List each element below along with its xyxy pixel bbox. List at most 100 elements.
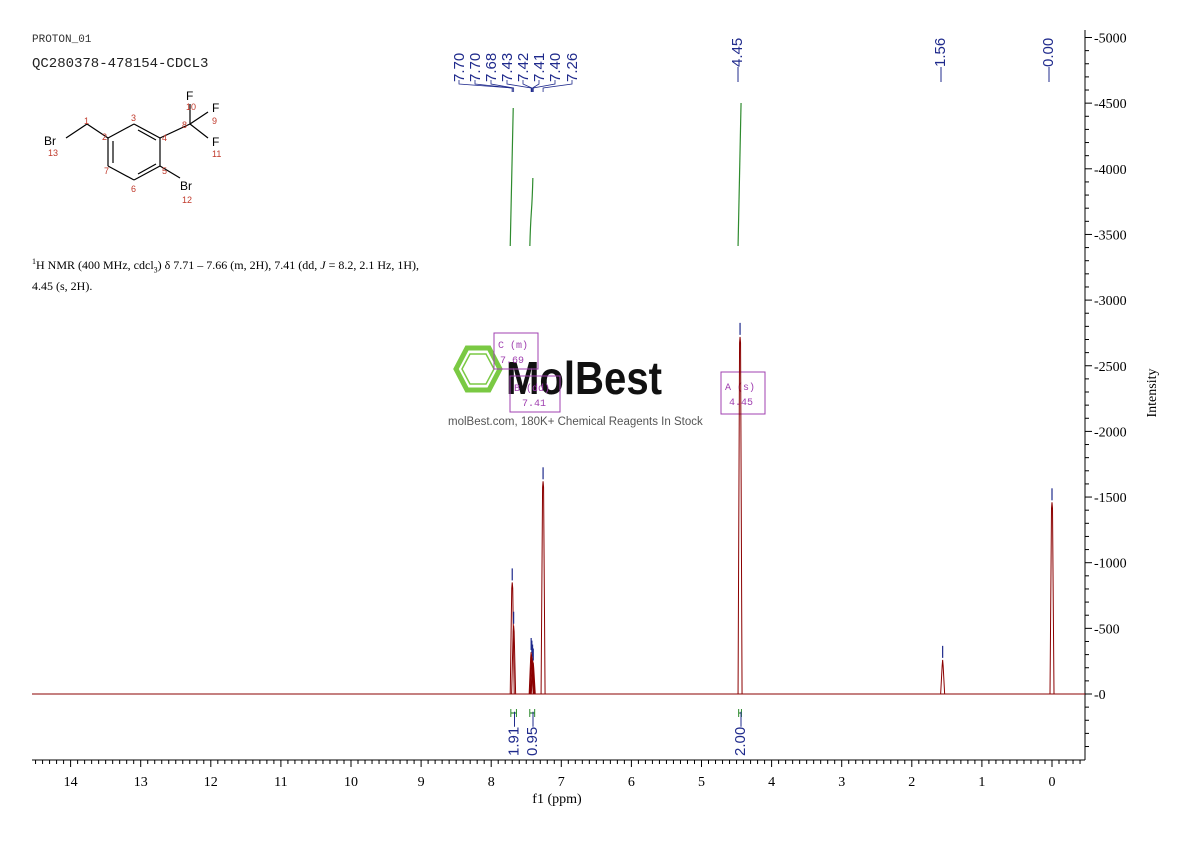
atom-br-bottom: Br xyxy=(180,179,192,193)
y-tick-label: -2000 xyxy=(1094,425,1127,440)
peak-label: 7.68 xyxy=(483,53,500,82)
spectrum-peak xyxy=(737,336,743,695)
y-tick-label: -1000 xyxy=(1094,557,1127,572)
integral-curve xyxy=(529,177,534,247)
multiplet-b: B (dd) 7.41 xyxy=(509,375,561,413)
x-tick-label: 4 xyxy=(768,775,775,790)
y-tick-label: -3000 xyxy=(1094,294,1127,309)
locant-3: 3 xyxy=(131,113,136,123)
watermark: MolBest molBest.com, 180K+ Chemical Reag… xyxy=(448,345,703,428)
x-tick-label: 6 xyxy=(628,775,635,790)
watermark-tagline: molBest.com, 180K+ Chemical Reagents In … xyxy=(448,416,703,428)
atom-br-bottom-number: 12 xyxy=(182,195,192,205)
x-tick-label: 11 xyxy=(274,775,287,790)
atom-f-top: F xyxy=(186,89,193,103)
y-tick-label: -0 xyxy=(1094,688,1106,703)
y-tick-label: -4000 xyxy=(1094,163,1127,178)
x-tick-label: 14 xyxy=(64,775,78,790)
y-tick-label: -1500 xyxy=(1094,491,1127,506)
y-tick-label: -3500 xyxy=(1094,228,1127,243)
peak-label-leader xyxy=(490,80,515,92)
integral-value: 0.95— xyxy=(524,712,541,756)
atom-br-left: Br xyxy=(44,134,56,148)
y-axis-label: Intensity xyxy=(1145,369,1160,418)
watermark-logo-icon xyxy=(453,345,503,393)
x-tick-label: 12 xyxy=(204,775,218,790)
integral-value: 1.91— xyxy=(506,712,523,756)
x-tick-label: 9 xyxy=(418,775,425,790)
watermark-brand: MolBest xyxy=(506,352,662,404)
atom-f-bottom: F xyxy=(212,135,219,149)
atom-f-top-number: 10 xyxy=(186,102,196,112)
locant-4: 4 xyxy=(162,133,167,143)
x-tick-label: 1 xyxy=(978,775,985,790)
atom-f-right: F xyxy=(212,101,219,115)
peak-label-leaders xyxy=(458,80,573,92)
experiment-name: PROTON_01 xyxy=(32,34,92,46)
peak-label: 7.70 xyxy=(451,53,468,82)
peak-label: —1.56 xyxy=(932,38,949,82)
spectrum-peak xyxy=(1049,502,1055,695)
integral-curve xyxy=(737,102,742,247)
spectrum-peak xyxy=(530,658,536,695)
x-tick-label: 3 xyxy=(838,775,845,790)
spectrum-peak xyxy=(540,481,546,695)
y-ticks: -0 -500 -1000 -1500 -2000 -2500 -3000 -3500 -400… xyxy=(1085,32,1127,748)
atom-f-bottom-number: 11 xyxy=(212,149,221,159)
spectrum-peak xyxy=(511,625,517,695)
nmr-description: 1H NMR (400 MHz, cdcl3) δ 7.71 – 7.66 (m… xyxy=(32,257,420,294)
integral-curve xyxy=(509,107,514,247)
peak-label: 7.40 xyxy=(547,53,564,82)
peak-label: 7.43 xyxy=(499,53,516,82)
multiplet-c-shift: 7.69 xyxy=(500,356,524,367)
molecule-structure xyxy=(65,104,209,181)
spectrum-peaks xyxy=(509,322,1055,695)
peak-label-leader xyxy=(506,80,532,92)
peak-label: —0.00 xyxy=(1040,38,1057,82)
peak-label-leader xyxy=(474,80,513,92)
multiplet-c-label: C (m) xyxy=(498,340,528,352)
peak-labels: 7.70 7.70 7.68 7.43 7.42 7.41 7.40 7.26 —4.45 —1.… xyxy=(451,38,1057,82)
locant-5: 5 xyxy=(162,166,167,176)
peak-label: 7.41 xyxy=(531,53,548,82)
peak-label-leader xyxy=(522,80,533,92)
x-tick-label: 7 xyxy=(558,775,565,790)
x-tick-label: 0 xyxy=(1049,775,1056,790)
peak-label: —4.45 xyxy=(729,38,746,82)
atom-br-left-number: 13 xyxy=(48,148,58,158)
y-tick-label: -5000 xyxy=(1094,32,1127,47)
y-tick-label: -4500 xyxy=(1094,97,1127,112)
locant-2: 2 xyxy=(102,132,107,142)
x-ticks: 14 13 12 11 10 9 8 7 6 5 4 3 2 1 0 xyxy=(35,760,1081,790)
multiplet-a: A (s) 4.45 xyxy=(720,371,766,415)
y-tick-label: -2500 xyxy=(1094,360,1127,375)
integral-values: 1.91— 0.95— 2.00— xyxy=(506,709,749,756)
x-axis-label: f1 (ppm) xyxy=(532,792,582,807)
x-tick-label: 2 xyxy=(908,775,915,790)
locant-1: 1 xyxy=(84,116,89,126)
integral-curves xyxy=(509,102,742,247)
integral-value: 2.00— xyxy=(732,712,749,756)
y-tick-label: -500 xyxy=(1094,622,1120,637)
peak-label-leader xyxy=(542,80,573,92)
locant-8: 8 xyxy=(182,120,187,130)
peak-label-leader xyxy=(532,80,540,92)
peak-label: 7.26 xyxy=(564,53,581,82)
locant-6: 6 xyxy=(131,184,136,194)
multiplet-c: C (m) 7.69 xyxy=(493,332,539,370)
spectrum-peak xyxy=(530,662,536,695)
multiplet-a-label: A (s) xyxy=(725,382,755,394)
x-tick-label: 10 xyxy=(344,775,358,790)
multiplet-b-shift: 7.41 xyxy=(522,399,546,410)
peak-label: 7.70 xyxy=(467,53,484,82)
spectrum-peak xyxy=(940,659,946,695)
locant-7: 7 xyxy=(104,166,109,176)
peak-label-leader xyxy=(532,80,556,92)
multiplet-b-label: B (dd) xyxy=(514,383,550,395)
x-tick-label: 8 xyxy=(488,775,495,790)
peak-label: 7.42 xyxy=(515,53,532,82)
sample-id: QC280378-478154-CDCL3 xyxy=(32,56,208,72)
x-tick-label: 5 xyxy=(698,775,705,790)
atom-f-right-number: 9 xyxy=(212,116,217,126)
